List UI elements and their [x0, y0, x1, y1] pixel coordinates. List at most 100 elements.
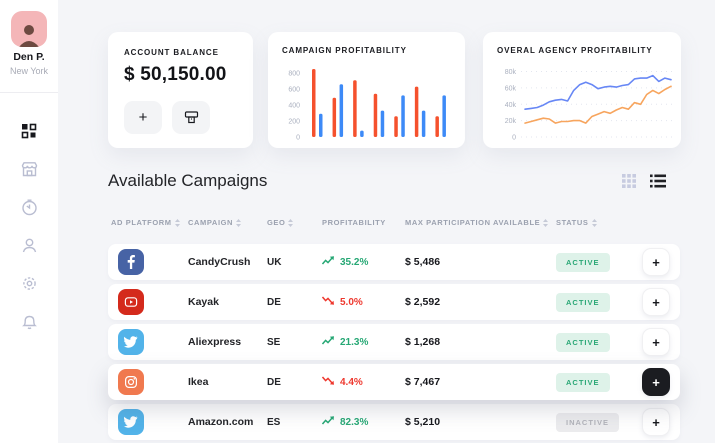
trend-down-icon [321, 296, 334, 305]
facebook-platform-icon [118, 249, 144, 275]
table-row[interactable]: Aliexpress SE 21.3% $ 1,268 ACTIVE + [108, 324, 680, 360]
status-badge: ACTIVE [556, 253, 610, 272]
svg-text:40k: 40k [505, 102, 517, 109]
facebook-icon [127, 255, 135, 269]
balance-amount: $ 50,150.00 [124, 64, 227, 85]
join-campaign-button[interactable]: + [642, 408, 670, 436]
line-chart-title: OVERAL AGENCY PROFITABILITY [497, 46, 653, 55]
svg-text:400: 400 [288, 103, 300, 110]
table-row[interactable]: Ikea DE 4.4% $ 7,467 ACTIVE + [108, 364, 680, 400]
bell-icon [21, 315, 37, 329]
twitter-icon [124, 416, 138, 428]
sort-icon [288, 218, 294, 227]
sidebar-item-settings[interactable] [0, 264, 58, 302]
svg-text:0: 0 [512, 135, 516, 142]
page-title: Available Campaigns [108, 171, 268, 190]
table-row[interactable]: CandyCrush UK 35.2% $ 5,486 ACTIVE + [108, 244, 680, 280]
agency-profitability-line-chart: 0 20k 40k 60k 80k [497, 61, 673, 150]
status-badge: INACTIVE [556, 413, 620, 432]
gear-icon [22, 276, 36, 290]
max-participation-value: $ 2,592 [405, 296, 441, 308]
sidebar-item-history[interactable] [0, 188, 58, 226]
sidebar-nav [0, 112, 58, 340]
column-header-profitability[interactable]: PROFITABILITY [322, 218, 386, 227]
trend-up-icon [321, 416, 334, 425]
trend-icon [321, 256, 335, 268]
join-campaign-button[interactable]: + [642, 248, 670, 276]
balance-card-title: ACCOUNT BALANCE [124, 48, 219, 57]
campaign-profitability-bar-chart: 0 200 400 600 800 [282, 61, 455, 150]
bar-chart-title: CAMPAIGN PROFITABILITY [282, 46, 407, 55]
campaigns-table: CandyCrush UK 35.2% $ 5,486 ACTIVE + Kay… [108, 244, 680, 440]
campaign-name: Amazon.com [188, 416, 254, 428]
sort-icon [174, 218, 180, 227]
geo-value: ES [267, 416, 281, 428]
table-row[interactable]: Kayak DE 5.0% $ 2,592 ACTIVE + [108, 284, 680, 320]
sidebar-item-store[interactable] [0, 150, 58, 188]
profitability-cell: 82.3% [321, 416, 405, 428]
add-funds-button[interactable]: + [124, 101, 162, 134]
instagram-icon [125, 376, 138, 389]
column-header-status[interactable]: STATUS [556, 218, 637, 227]
profitability-cell: 35.2% [321, 256, 405, 268]
svg-text:200: 200 [288, 119, 300, 126]
trend-down-icon [321, 376, 334, 385]
withdraw-button[interactable] [172, 101, 210, 134]
max-participation-value: $ 7,467 [405, 376, 441, 388]
geo-value: DE [267, 296, 281, 308]
svg-text:600: 600 [288, 87, 300, 94]
profitability-value: 21.3% [340, 336, 369, 348]
sidebar-item-profile[interactable] [0, 226, 58, 264]
view-toggles [622, 174, 666, 188]
sidebar-item-dashboard[interactable] [0, 112, 58, 150]
svg-text:800: 800 [288, 71, 300, 78]
column-header-geo[interactable]: GEO [267, 218, 322, 227]
user-icon [22, 238, 36, 252]
join-campaign-button[interactable]: + [642, 288, 670, 316]
max-participation-value: $ 5,210 [405, 416, 441, 428]
status-badge: ACTIVE [556, 293, 610, 312]
geo-value: DE [267, 376, 281, 388]
trend-up-icon [321, 256, 334, 265]
sidebar: Den P. New York [0, 0, 58, 443]
sidebar-item-notifications[interactable] [0, 302, 58, 340]
youtube-platform-icon [118, 289, 144, 315]
status-badge: ACTIVE [556, 373, 610, 392]
max-participation-value: $ 1,268 [405, 336, 441, 348]
sort-icon [543, 218, 549, 227]
avatar-person-graphic [19, 25, 39, 47]
trend-icon [321, 296, 335, 308]
list-view-icon [650, 174, 666, 188]
join-campaign-button[interactable]: + [642, 328, 670, 356]
bar-chart-svg: 0 200 400 600 800 [288, 69, 446, 142]
column-header-ad-platform[interactable]: AD PLATFORM [108, 218, 188, 227]
instagram-platform-icon [118, 369, 144, 395]
campaign-name: Kayak [188, 296, 219, 308]
table-header: AD PLATFORM CAMPAIGN GEO PROFITABILITY M… [108, 218, 680, 227]
avatar[interactable] [11, 11, 47, 47]
grid-view-button[interactable] [622, 174, 636, 188]
max-participation-value: $ 5,486 [405, 256, 441, 268]
youtube-icon [124, 297, 138, 307]
user-name: Den P. [13, 51, 45, 63]
agency-profitability-card: OVERAL AGENCY PROFITABILITY 0 20k 40k 60k 80… [483, 32, 681, 148]
profitability-cell: 21.3% [321, 336, 405, 348]
join-campaign-button[interactable]: + [642, 368, 670, 396]
table-row[interactable]: Amazon.com ES 82.3% $ 5,210 INACTIVE + [108, 404, 680, 440]
list-view-button[interactable] [650, 174, 666, 188]
account-balance-card: ACCOUNT BALANCE $ 50,150.00 + [108, 32, 253, 148]
trend-icon [321, 336, 335, 348]
campaign-name: Ikea [188, 376, 209, 388]
store-icon [21, 161, 37, 176]
twitter-platform-icon [118, 329, 144, 355]
balance-actions: + [124, 101, 239, 134]
column-header-campaign[interactable]: CAMPAIGN [188, 218, 267, 227]
column-header-max-participation[interactable]: MAX PARTICIPATION AVAILABLE [405, 218, 556, 227]
dashboard-grid-icon [21, 123, 37, 139]
geo-value: SE [267, 336, 281, 348]
campaign-name: Aliexpress [188, 336, 242, 348]
profitability-value: 5.0% [340, 296, 363, 308]
svg-text:80k: 80k [505, 69, 517, 76]
campaign-name: CandyCrush [188, 256, 251, 268]
user-location: New York [9, 66, 49, 76]
